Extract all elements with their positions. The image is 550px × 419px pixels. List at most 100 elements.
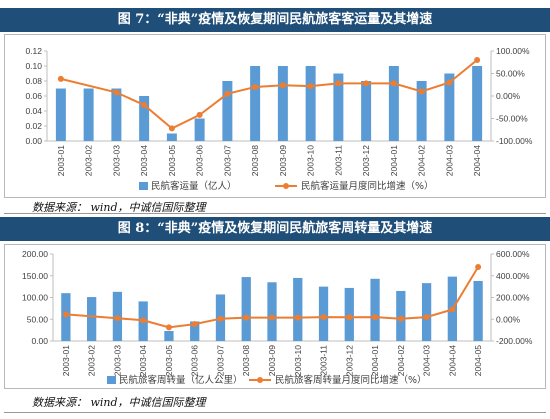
legend-bar-swatch — [107, 376, 116, 384]
passenger-turnover-chart: 0.00 50.00 100.00 150.00 200.00 -200.00% 0.00%… — [4, 244, 546, 389]
x-axis-tick-label: 2003-05 — [167, 145, 177, 176]
growth-line — [65, 266, 479, 329]
x-axis-tick-label: 2004-04 — [447, 345, 457, 376]
bar — [55, 88, 66, 141]
growth-point — [346, 314, 353, 321]
x-axis-tick-label: 2004-02 — [396, 345, 406, 376]
legend-line-label: 民航客运量月度同比增速（%） — [301, 180, 434, 192]
x-axis-tick-label: 2003-01 — [56, 145, 66, 176]
bar — [222, 81, 233, 141]
x-axis-tick-label: 2003-10 — [293, 345, 303, 376]
right-axis-tick-label: 50.00% — [496, 69, 525, 79]
x-axis-tick-label: 2003-01 — [61, 345, 71, 376]
left-axis-tick-label: 0.12 — [25, 46, 42, 56]
bar — [267, 282, 277, 341]
legend-line-marker — [257, 377, 263, 383]
x-axis-tick-label: 2003-03 — [112, 345, 122, 376]
x-axis-tick-label: 2003-06 — [190, 345, 200, 376]
growth-point — [418, 88, 425, 95]
growth-point — [243, 314, 250, 321]
left-axis-tick-label: 0.08 — [25, 76, 42, 86]
x-axis-tick-label: 2004-03 — [422, 345, 432, 376]
bar — [250, 66, 261, 141]
bar — [194, 118, 205, 141]
bar — [277, 66, 288, 141]
growth-point — [196, 111, 203, 118]
growth-point — [140, 317, 147, 324]
x-axis-tick-label: 2003-09 — [278, 145, 288, 176]
x-axis-tick-label: 2003-11 — [333, 145, 343, 176]
x-axis-tick-label: 2004-04 — [472, 145, 482, 176]
right-axis-tick-label: 400.00% — [496, 271, 530, 281]
bar — [444, 73, 455, 141]
x-axis-tick-label: 2003-09 — [267, 345, 277, 376]
growth-point — [372, 314, 379, 321]
left-axis-tick-label: 50.00 — [27, 314, 49, 324]
figure-separator — [4, 213, 546, 214]
bar — [421, 283, 432, 341]
growth-point — [423, 314, 430, 321]
growth-point — [62, 311, 69, 318]
x-axis-tick-label: 2003-08 — [241, 345, 251, 376]
x-axis-tick-label: 2003-03 — [111, 145, 121, 176]
growth-point — [252, 84, 259, 90]
x-axis-tick-label: 2003-12 — [361, 145, 371, 176]
growth-point — [320, 314, 327, 321]
x-axis-tick-label: 2003-07 — [215, 345, 225, 376]
growth-point — [269, 314, 275, 321]
bar — [241, 277, 251, 341]
x-axis-tick-label: 2003-04 — [139, 145, 149, 176]
bar — [164, 330, 174, 341]
right-axis-tick-label: -200.00% — [496, 336, 533, 346]
left-axis-tick-label: 0.04 — [25, 106, 42, 116]
right-axis-tick-label: 200.00% — [496, 293, 530, 303]
bar — [416, 81, 427, 141]
right-axis-tick-label: -100.00% — [496, 136, 533, 146]
bar — [87, 297, 97, 341]
x-axis-tick-label: 2004-05 — [473, 345, 483, 376]
x-axis-tick-label: 2004-03 — [444, 145, 454, 176]
left-axis-tick-label: 150.00 — [22, 271, 48, 281]
x-axis-tick-label: 2003-07 — [222, 145, 232, 176]
right-axis-tick-label: 0.00% — [496, 91, 521, 101]
legend-line-label: 民航旅客周转量月度同比增速（%） — [275, 374, 427, 386]
bar — [370, 278, 380, 341]
left-axis-tick-label: 0.02 — [25, 121, 42, 131]
x-axis-tick-label: 2003-04 — [138, 345, 148, 376]
legend-bar-swatch — [139, 182, 148, 190]
left-axis-tick-label: 0.06 — [25, 91, 42, 101]
bar — [473, 280, 483, 341]
passenger-turnover-chart-svg: 0.00 50.00 100.00 150.00 200.00 -200.00% 0.00%… — [22, 249, 533, 386]
passenger-volume-chart: 0.00 0.02 0.04 0.06 0.08 0.10 0.12 -100.00% -50.… — [4, 34, 546, 198]
right-axis-tick-label: 100.00% — [496, 46, 530, 56]
bar — [293, 277, 303, 341]
growth-point — [449, 306, 456, 313]
growth-point — [335, 80, 342, 87]
figure-8-title: 图 8：“非典”疫情及恢复期间民航旅客周转量及其增速 — [0, 217, 550, 241]
growth-point — [363, 80, 370, 87]
x-axis-tick-label: 2003-02 — [84, 145, 94, 176]
growth-point — [390, 80, 397, 87]
growth-point — [168, 125, 175, 132]
growth-point — [474, 57, 481, 63]
bar — [166, 133, 177, 141]
growth-point — [475, 264, 482, 271]
left-axis-tick-label: 100.00 — [22, 293, 48, 303]
right-axis-tick-label: 0.00% — [496, 314, 521, 324]
growth-point — [191, 321, 198, 328]
left-axis-tick-label: 0.10 — [25, 61, 42, 71]
bar — [83, 88, 94, 141]
x-axis-tick-label: 2004-02 — [417, 145, 427, 176]
figure-7-title: 图 7：“非典”疫情及恢复期间民航旅客客运量及其增速 — [0, 8, 550, 32]
x-axis-tick-label: 2004-01 — [389, 145, 399, 176]
growth-point — [307, 83, 314, 90]
growth-point — [397, 315, 404, 322]
figure-7-source: 数据来源： wind，中诚信国际整理 — [32, 201, 206, 214]
growth-point — [114, 315, 121, 322]
growth-point — [141, 102, 148, 108]
bar — [333, 73, 344, 141]
right-axis-tick-label: -50.00% — [496, 114, 528, 124]
growth-point — [217, 315, 224, 322]
x-axis-tick-label: 2003-10 — [306, 145, 316, 176]
bar — [472, 66, 483, 141]
